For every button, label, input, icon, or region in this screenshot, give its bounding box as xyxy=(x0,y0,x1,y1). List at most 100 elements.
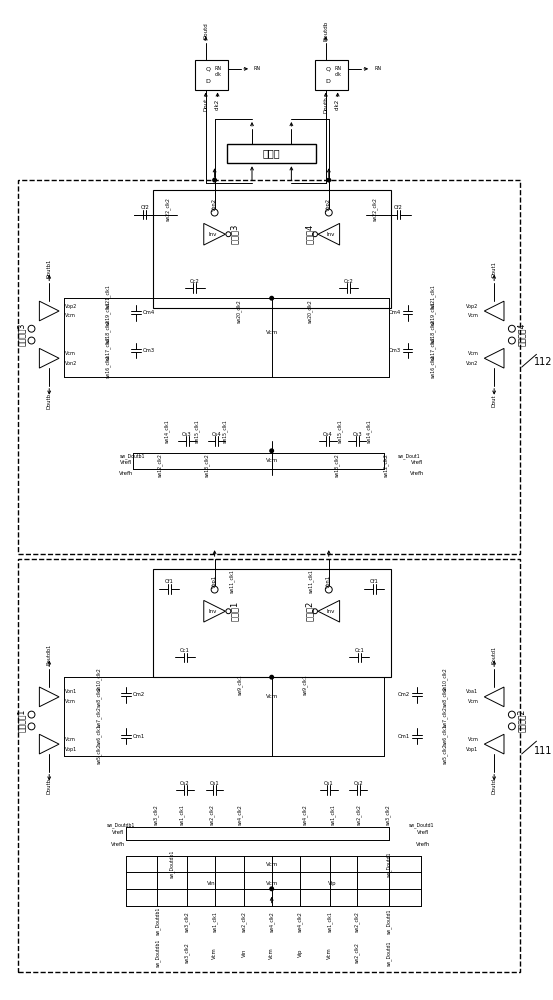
Text: RN: RN xyxy=(335,66,342,71)
Bar xyxy=(315,60,348,90)
Text: Q: Q xyxy=(325,66,330,71)
Circle shape xyxy=(211,209,218,216)
Text: sw20_clk2: sw20_clk2 xyxy=(236,299,242,323)
Text: Cs4: Cs4 xyxy=(323,432,333,437)
Circle shape xyxy=(28,325,35,332)
Text: Cs3: Cs3 xyxy=(182,432,192,437)
Text: Vrefl: Vrefl xyxy=(120,460,132,465)
Text: sw13_clk2: sw13_clk2 xyxy=(204,454,210,477)
Text: Cm4: Cm4 xyxy=(388,310,400,315)
Circle shape xyxy=(213,178,216,182)
Text: Vcm: Vcm xyxy=(265,458,278,463)
Text: Dout: Dout xyxy=(204,98,208,111)
Text: Cf1: Cf1 xyxy=(369,579,378,584)
Text: sw_Doutdb1: sw_Doutdb1 xyxy=(155,939,160,967)
Bar xyxy=(195,60,228,90)
Text: sw13_clk2: sw13_clk2 xyxy=(334,454,340,477)
Text: sw3_clk2: sw3_clk2 xyxy=(184,911,190,932)
Polygon shape xyxy=(484,348,504,368)
Text: 反相器3: 反相器3 xyxy=(230,224,239,244)
Text: clk: clk xyxy=(335,72,342,77)
Text: sw2_clk2: sw2_clk2 xyxy=(357,805,362,825)
Text: sw_Doutb1: sw_Doutb1 xyxy=(120,453,145,459)
Polygon shape xyxy=(318,223,340,245)
Text: Vcm: Vcm xyxy=(65,699,76,704)
Text: sw11_clk1: sw11_clk1 xyxy=(308,569,314,593)
Text: sw_Doutd1: sw_Doutd1 xyxy=(386,851,392,877)
Text: Vip: Vip xyxy=(328,881,337,886)
Text: sw19_clk1: sw19_clk1 xyxy=(430,301,436,325)
Text: sw12_clk2: sw12_clk2 xyxy=(156,454,163,477)
Text: sw2_clk2: sw2_clk2 xyxy=(354,942,360,963)
Text: Cc2: Cc2 xyxy=(190,279,200,284)
Circle shape xyxy=(28,337,35,344)
Text: 驱动电路4: 驱动电路4 xyxy=(517,323,526,346)
Text: sw12_clk2: sw12_clk2 xyxy=(383,454,389,477)
Text: Dout1: Dout1 xyxy=(492,261,497,277)
Polygon shape xyxy=(484,734,504,754)
Text: sw20_clk2: sw20_clk2 xyxy=(307,299,313,323)
Text: Vrefl: Vrefl xyxy=(411,460,424,465)
Text: sw2_clk2: sw2_clk2 xyxy=(354,911,360,932)
Text: Cs4: Cs4 xyxy=(212,432,221,437)
Text: Doutb: Doutb xyxy=(46,778,52,794)
Bar xyxy=(18,559,520,972)
Text: Doutd: Doutd xyxy=(204,22,208,39)
Text: Vcm: Vcm xyxy=(327,947,332,959)
Text: Vcm: Vcm xyxy=(65,351,76,356)
Text: Vcm: Vcm xyxy=(65,737,76,742)
Text: sw8_clk2: sw8_clk2 xyxy=(442,686,448,707)
Circle shape xyxy=(508,325,515,332)
Text: Vop1: Vop1 xyxy=(466,747,478,752)
Circle shape xyxy=(270,296,273,300)
Text: sw1_clk1: sw1_clk1 xyxy=(212,911,217,932)
Text: sw17_clk2: sw17_clk2 xyxy=(106,336,111,360)
Circle shape xyxy=(508,337,515,344)
Bar xyxy=(153,190,391,308)
Circle shape xyxy=(28,723,35,730)
Text: Cm3: Cm3 xyxy=(143,348,155,353)
Text: Vop1: Vop1 xyxy=(65,747,77,752)
Text: sw22_clk2: sw22_clk2 xyxy=(165,197,171,221)
Text: sw7_clk2: sw7_clk2 xyxy=(96,706,101,727)
Text: RN: RN xyxy=(374,66,381,71)
Circle shape xyxy=(325,586,332,593)
Text: Von2: Von2 xyxy=(466,361,478,366)
Circle shape xyxy=(211,586,218,593)
Text: sw22_clk2: sw22_clk2 xyxy=(372,197,378,221)
Text: sw3_clk2: sw3_clk2 xyxy=(153,805,158,825)
Text: Cm3: Cm3 xyxy=(389,348,400,353)
Text: 111: 111 xyxy=(534,746,552,756)
Circle shape xyxy=(325,209,332,216)
Text: Von1: Von1 xyxy=(326,575,331,588)
Polygon shape xyxy=(204,223,226,245)
Text: sw11_clk1: sw11_clk1 xyxy=(229,569,235,593)
Circle shape xyxy=(312,609,317,614)
Polygon shape xyxy=(204,600,226,622)
Text: RN: RN xyxy=(254,66,261,71)
Text: Cf1: Cf1 xyxy=(165,579,174,584)
Text: 反相器2: 反相器2 xyxy=(305,601,314,621)
Text: Cm2: Cm2 xyxy=(398,692,410,697)
Text: Dout: Dout xyxy=(492,394,497,407)
Text: sw3_clk2: sw3_clk2 xyxy=(385,805,390,825)
Text: Vrefl: Vrefl xyxy=(417,830,430,835)
Text: sw17_clk2: sw17_clk2 xyxy=(430,336,436,360)
Text: 驱动电路3: 驱动电路3 xyxy=(17,323,26,346)
Text: sw10_clk2: sw10_clk2 xyxy=(96,667,101,691)
Circle shape xyxy=(270,887,273,891)
Text: Vip: Vip xyxy=(298,949,302,957)
Text: Doutb: Doutb xyxy=(46,393,52,409)
Text: Cm2: Cm2 xyxy=(133,692,145,697)
Text: sw9_clk1: sw9_clk1 xyxy=(302,675,308,695)
Text: sw_Doutd1: sw_Doutd1 xyxy=(386,909,392,934)
Text: sw14_clk1: sw14_clk1 xyxy=(164,419,170,443)
Text: sw1_clk1: sw1_clk1 xyxy=(330,805,336,825)
Bar xyxy=(18,180,520,554)
Text: sw21_clk1: sw21_clk1 xyxy=(430,284,436,308)
Text: Cm1: Cm1 xyxy=(398,734,410,739)
Text: Vcm: Vcm xyxy=(265,862,278,867)
Text: RN: RN xyxy=(215,66,222,71)
Text: sw5_clk2: sw5_clk2 xyxy=(442,744,448,764)
Polygon shape xyxy=(484,687,504,707)
